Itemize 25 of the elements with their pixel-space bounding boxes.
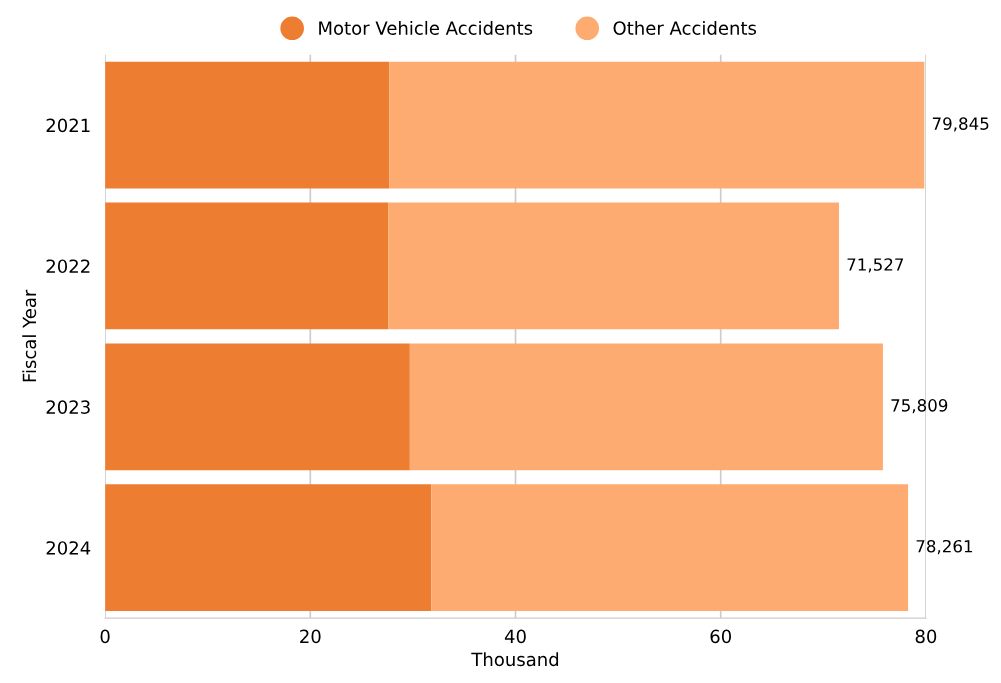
total-label: 78,261 (916, 539, 973, 555)
bar (388, 202, 839, 330)
x-tick-label: 80 (915, 629, 937, 644)
y-tick-label: 2024 (46, 541, 91, 555)
bar (105, 202, 389, 330)
y-tick-label: 2021 (46, 118, 90, 133)
bar (105, 343, 410, 471)
bar (105, 61, 390, 189)
x-axis-title: Thousand (471, 652, 559, 667)
total-label: 71,527 (847, 258, 904, 273)
x-tick-label: 0 (100, 629, 110, 644)
total-label: 75,809 (891, 399, 948, 414)
y-axis-title: Fiscal Year (22, 289, 37, 382)
x-tick-label: 40 (504, 629, 526, 644)
bar (409, 343, 883, 471)
x-tick-label: 60 (710, 629, 732, 644)
total-label: 79,845 (932, 117, 989, 132)
bar (431, 484, 909, 612)
bar (389, 61, 925, 189)
legend-label: Other Accidents (613, 20, 757, 35)
legend-label: Motor Vehicle Accidents (319, 20, 533, 35)
x-tick-label: 20 (300, 629, 321, 644)
y-tick-label: 2023 (46, 400, 90, 414)
bar (105, 484, 432, 612)
y-tick-label: 2022 (46, 259, 90, 274)
